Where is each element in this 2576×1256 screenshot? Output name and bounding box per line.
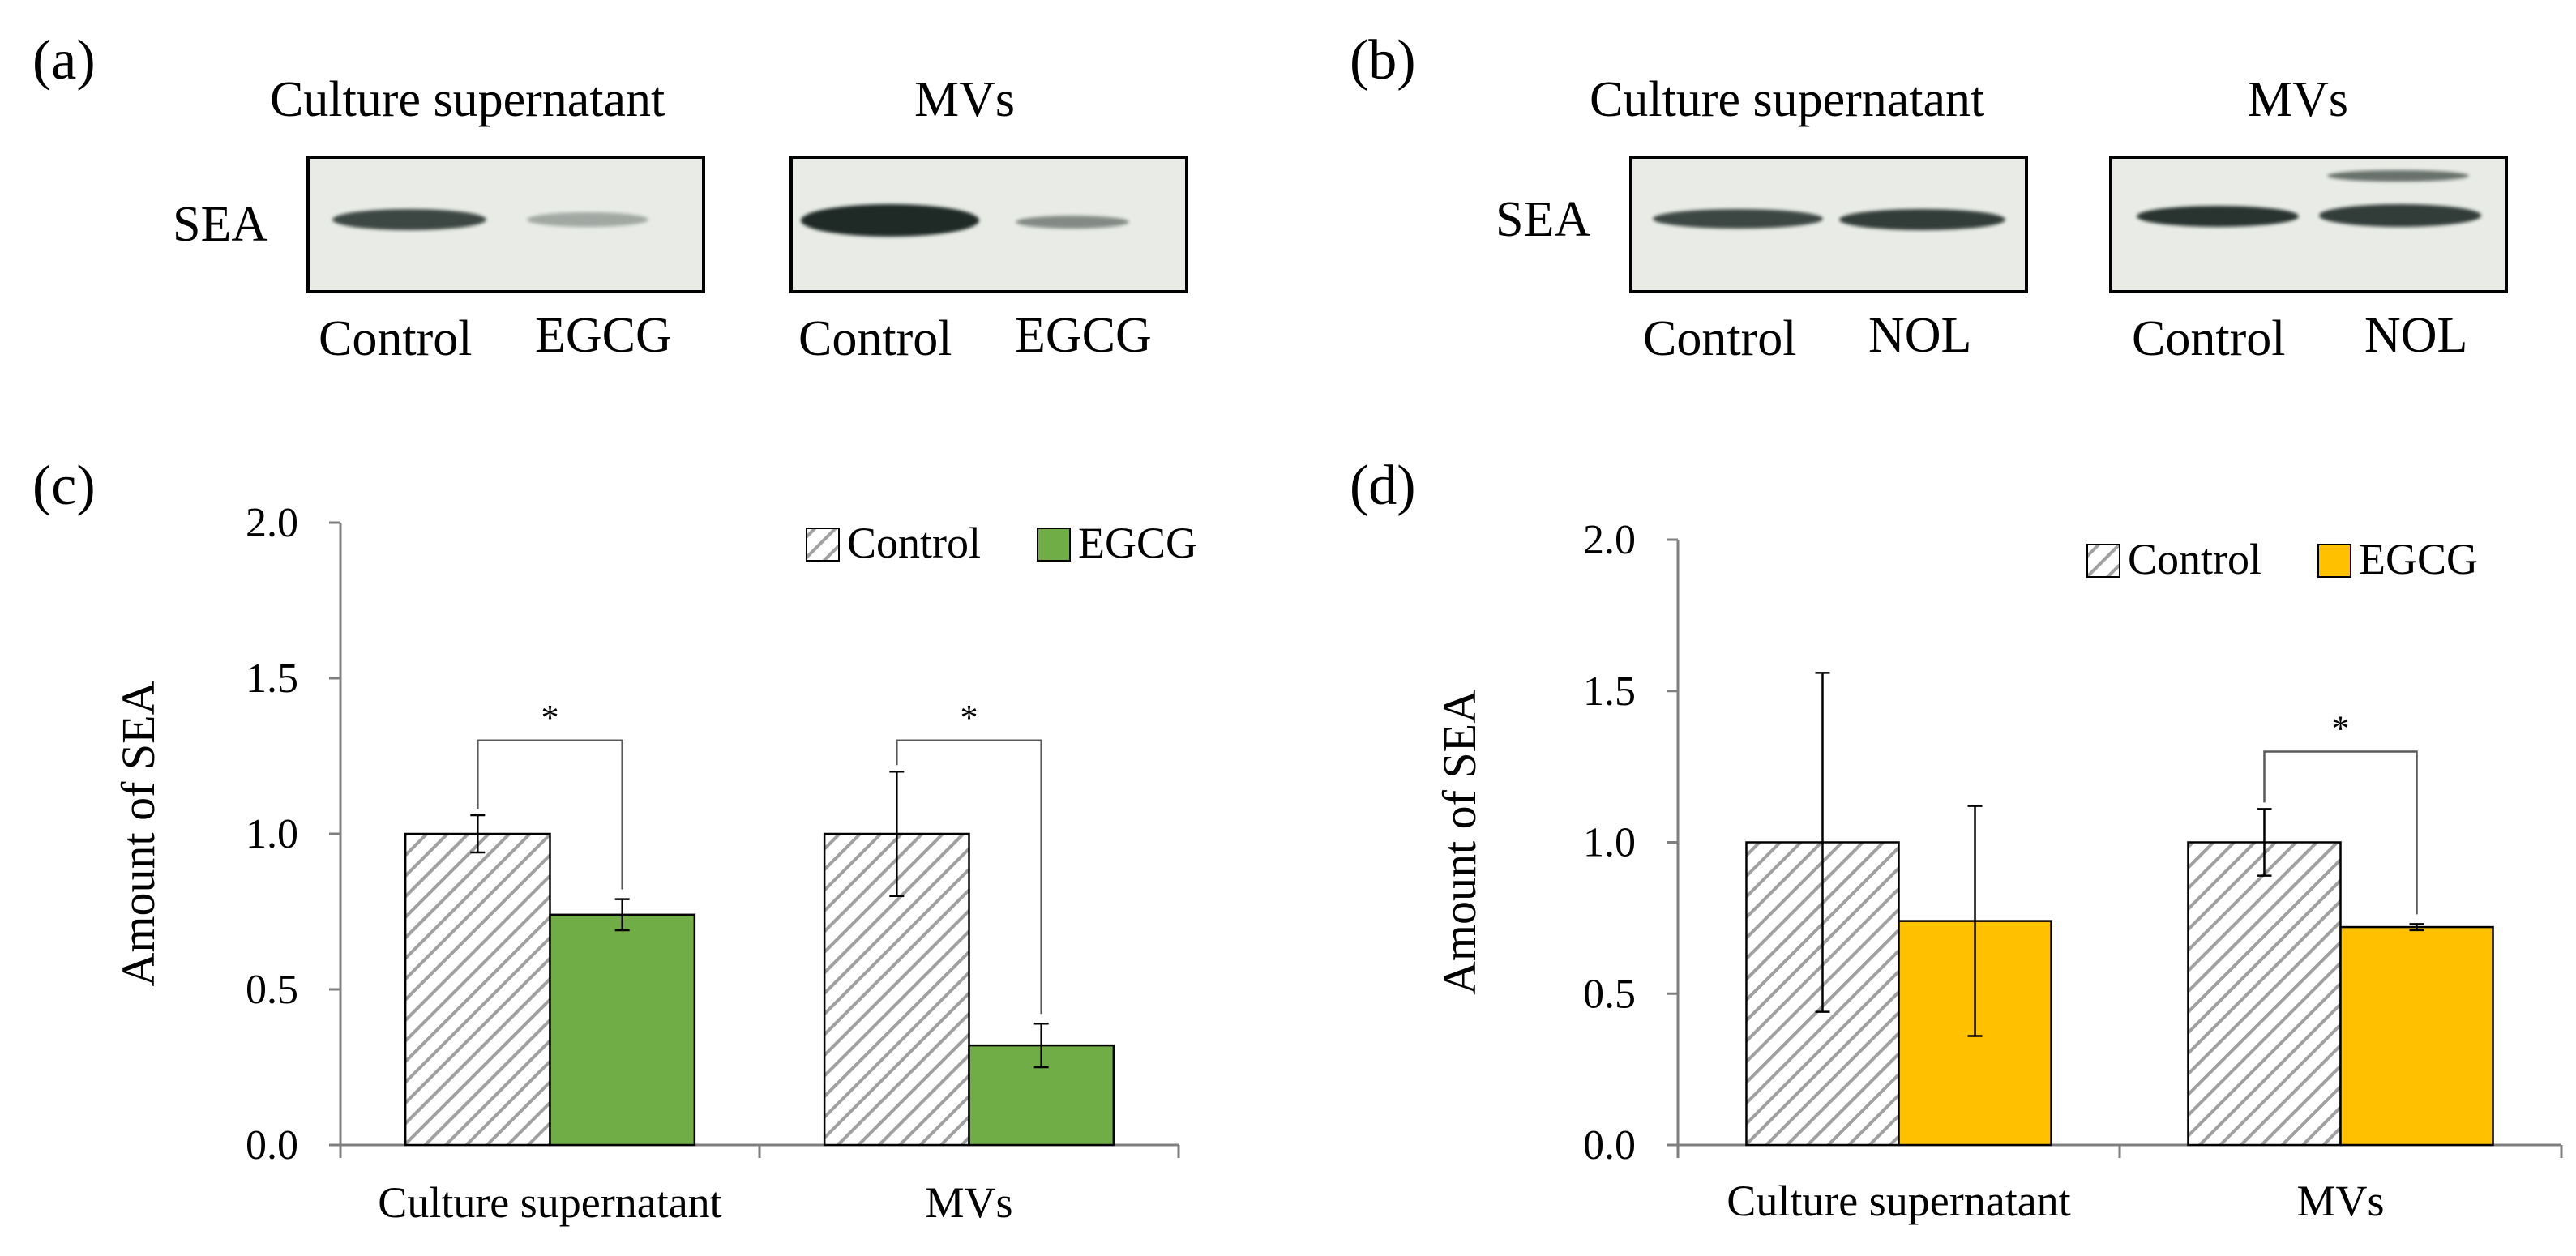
blot-b-band-label: SEA [1496, 192, 1591, 247]
chart-c-significance-bracket [477, 739, 623, 890]
chart-c-legend-label-control: Control [847, 519, 981, 567]
blot-a2-lane-treatment: EGCG [1015, 308, 1152, 363]
chart-d-legend-swatch-treatment [2317, 544, 2351, 578]
panel-d-label: (d) [1350, 455, 1416, 517]
blot-b2-lane-control: Control [2132, 311, 2286, 366]
chart-c-legend-swatch-treatment [1037, 528, 1071, 562]
panel-c-label: (c) [32, 455, 96, 517]
chart-d-category-label: MVs [2296, 1177, 2384, 1225]
blot-a2-image [789, 156, 1188, 293]
chart-d-category-label: Culture supernatant [1727, 1177, 2070, 1225]
blot-b1-lane-treatment: NOL [1868, 308, 1972, 363]
chart-c-bar-control [404, 832, 551, 1147]
chart-c-y-tick-label: 0.5 [246, 967, 298, 1013]
chart-c: 0.0 0.5 1.0 1.5 2.0 Amount of SEA Culture supe… [112, 500, 1197, 1227]
blot-b1-band-control [1653, 209, 1823, 229]
blot-a-band-label: SEA [173, 197, 268, 252]
blot-a2-band-control [801, 204, 979, 237]
chart-d-y-tick-label: 2.0 [1583, 517, 1636, 563]
blot-a2-lane-control: Control [798, 311, 952, 366]
chart-c-y-tick-label: 1.0 [246, 811, 298, 857]
chart-c-category-label: MVs [925, 1178, 1012, 1227]
blot-b1-title: Culture supernatant [1590, 72, 1985, 127]
blot-a1-band-treatment [527, 212, 648, 227]
blot-a2-title: MVs [914, 72, 1016, 127]
chart-d-y-tick-label: 0.5 [1583, 971, 1636, 1017]
chart-d-legend-label-treatment: EGCG [2359, 535, 2478, 583]
blot-a1-lane-control: Control [319, 311, 473, 366]
blot-a1-band-control [332, 209, 486, 230]
chart-d-legend-label-control: Control [2128, 535, 2261, 583]
blot-b2-band-upper [2327, 170, 2469, 182]
chart-d-y-tick-label: 0.0 [1583, 1122, 1636, 1168]
chart-c-bar-treatment [549, 913, 696, 1147]
blot-a2-band-treatment [1016, 216, 1129, 229]
panel-a-label: (a) [32, 29, 96, 92]
blot-b2-lane-treatment: NOL [2364, 308, 2468, 363]
panel-b-label: (b) [1350, 29, 1416, 92]
chart-c-significance-label: * [961, 698, 978, 737]
chart-d-significance-label: * [2332, 708, 2350, 748]
blot-a1-lane-treatment: EGCG [535, 308, 672, 363]
chart-d-y-tick-label: 1.0 [1583, 820, 1636, 866]
blot-b1-band-treatment [1839, 209, 2005, 230]
chart-d-y-axis-label: Amount of SEA [1433, 690, 1486, 995]
chart-c-significance-label: * [541, 698, 559, 737]
chart-c-y-tick-label: 1.5 [246, 656, 298, 702]
chart-c-significance-bracket [896, 739, 1042, 1015]
chart-c-legend-swatch-control [806, 528, 840, 562]
blot-a1-image [306, 156, 705, 293]
blot-b1-lane-control: Control [1643, 311, 1797, 366]
chart-c-legend-label-treatment: EGCG [1078, 519, 1197, 567]
blot-a1-title: Culture supernatant [270, 72, 665, 127]
chart-d-bar-control [2187, 841, 2342, 1147]
blot-b2-title: MVs [2248, 72, 2349, 127]
chart-c-category-label: Culture supernatant [378, 1178, 721, 1227]
chart-d-y-tick-label: 1.5 [1583, 669, 1636, 715]
blot-b2-band-control [2137, 206, 2299, 227]
chart-d: 0.0 0.5 1.0 1.5 2.0 Amount of SEA Culture supe… [1433, 517, 2563, 1225]
chart-d-bar-treatment [2339, 925, 2494, 1147]
chart-c-y-axis-label: Amount of SEA [112, 681, 165, 986]
chart-d-legend-swatch-control [2086, 544, 2120, 578]
chart-c-y-tick-label: 0.0 [246, 1122, 298, 1168]
blot-b1-image [1629, 156, 2028, 293]
blot-b2-image [2109, 156, 2508, 293]
chart-d-significance-bracket [2263, 750, 2418, 915]
chart-c-y-tick-label: 2.0 [246, 500, 298, 546]
blot-b2-band-treatment [2319, 204, 2481, 227]
